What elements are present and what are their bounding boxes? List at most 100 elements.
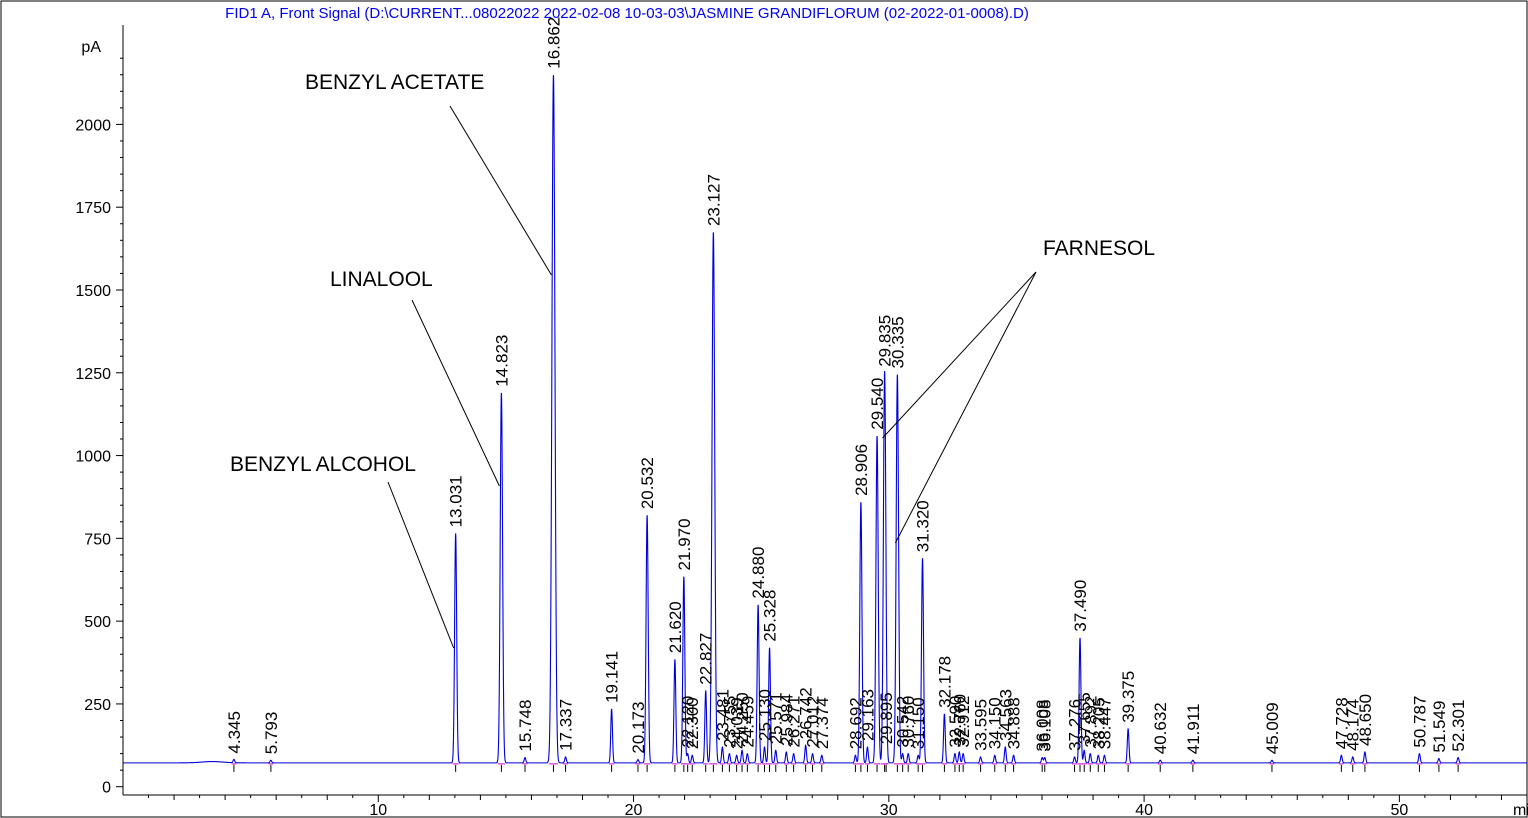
peak-label: 25.130 xyxy=(756,689,775,741)
peak-label: 51.549 xyxy=(1430,701,1449,753)
signal-trace xyxy=(123,75,1527,764)
y-tick-label: 1500 xyxy=(75,283,111,300)
annotation-leader xyxy=(411,299,500,487)
y-tick-label: 500 xyxy=(84,614,111,631)
peak-label: 25.571 xyxy=(767,692,786,744)
y-axis-label: pA xyxy=(81,39,101,56)
x-tick-label: 40 xyxy=(1135,802,1153,818)
peak-label: 28.906 xyxy=(852,444,871,496)
y-tick-label: 1250 xyxy=(75,366,111,383)
peak-label: 15.748 xyxy=(516,700,535,752)
chart-title: FID1 A, Front Signal (D:\CURRENT...08022… xyxy=(225,5,1029,22)
peak-label: 21.620 xyxy=(666,601,685,653)
y-tick-label: 2000 xyxy=(75,117,111,134)
peak-label: 22.120 xyxy=(679,696,698,748)
annotation-label: BENZYL ALCOHOL xyxy=(230,453,416,476)
peak-label: 24.039 xyxy=(728,697,747,749)
peak-label: 14.823 xyxy=(492,335,511,387)
peak-label: 29.163 xyxy=(858,689,877,741)
annotation-label: BENZYL ACETATE xyxy=(305,71,484,94)
peak-label: 48.174 xyxy=(1344,699,1363,751)
peak-label: 21.970 xyxy=(675,518,694,570)
annotation-label: FARNESOL xyxy=(1043,237,1155,260)
peak-label: 28.692 xyxy=(846,697,865,749)
peak-label: 48.650 xyxy=(1356,694,1375,746)
peak-label: 23.481 xyxy=(713,689,732,741)
annotation-layer: BENZYL ALCOHOL LINALOOL BENZYL ACETATE FARN… xyxy=(230,71,1155,649)
x-tick-label: 10 xyxy=(369,802,387,818)
x-tick-label: 30 xyxy=(880,802,898,818)
x-tick-label: 20 xyxy=(625,802,643,818)
peak-label: 25.984 xyxy=(777,694,796,746)
peak-label: 40.632 xyxy=(1151,702,1170,754)
peak-label: 27.374 xyxy=(813,697,832,749)
peak-label: 27.012 xyxy=(804,696,823,748)
peak-label: 37.892 xyxy=(1081,696,1100,748)
peak-label: 25.328 xyxy=(761,590,780,642)
peak-label: 17.337 xyxy=(557,699,576,751)
trace-layer xyxy=(123,75,1527,765)
peak-label: 39.375 xyxy=(1119,671,1138,723)
peak-label: 13.031 xyxy=(447,475,466,527)
annotation-label: LINALOOL xyxy=(330,268,433,291)
annotation-leader xyxy=(449,105,552,276)
peak-label: 41.911 xyxy=(1184,703,1203,754)
y-tick-label: 750 xyxy=(84,531,111,548)
peak-label: 32.178 xyxy=(935,656,954,708)
peak-label: 37.655 xyxy=(1075,692,1094,744)
y-tick-label: 0 xyxy=(102,780,111,797)
peak-label: 22.827 xyxy=(697,633,716,685)
peak-label: 31.320 xyxy=(914,500,933,552)
peak-label: 22.300 xyxy=(683,697,702,749)
peak-label: 31.150 xyxy=(909,697,928,749)
peak-label: 37.276 xyxy=(1066,699,1085,751)
peak-label: 4.345 xyxy=(225,711,244,754)
peak-label: 26.271 xyxy=(785,696,804,748)
peak-label: 30.542 xyxy=(894,696,913,748)
peak-label: 26.742 xyxy=(797,687,816,739)
peak-label: 36.008 xyxy=(1033,700,1052,752)
peak-label: 24.880 xyxy=(749,547,768,599)
peak-label: 20.532 xyxy=(638,457,657,509)
peak-label: 45.009 xyxy=(1263,702,1282,754)
peak-label: 36.108 xyxy=(1036,700,1055,752)
peak-label: 34.888 xyxy=(1005,697,1024,749)
peak-label: 34.150 xyxy=(986,697,1005,749)
x-tick-label: 50 xyxy=(1390,802,1408,818)
peak-label: 16.862 xyxy=(544,17,563,69)
x-axis-label: min xyxy=(1513,802,1528,818)
peak-label: 32.590 xyxy=(946,696,965,748)
peak-label: 19.141 xyxy=(603,651,622,703)
peak-label: 30.760 xyxy=(899,696,918,748)
y-tick-label: 1000 xyxy=(75,449,111,466)
peak-label-layer: 4.345 5.793 13.031 14.823 15.748 16.862 17.337… xyxy=(225,17,1468,772)
annotation-leader xyxy=(387,481,455,649)
peak-label: 52.301 xyxy=(1449,700,1468,752)
peak-label: 50.787 xyxy=(1410,696,1429,748)
peak-label: 38.205 xyxy=(1089,697,1108,749)
peak-label: 32.760 xyxy=(950,694,969,746)
peak-label: 23.755 xyxy=(720,696,739,748)
peak-label: 47.728 xyxy=(1332,697,1351,749)
peak-label: 38.447 xyxy=(1095,697,1114,749)
annotation-leader xyxy=(894,271,1037,544)
annotation-leader xyxy=(882,271,1037,439)
peak-label: 24.250 xyxy=(733,692,752,744)
peak-label: 5.793 xyxy=(262,712,281,755)
peak-label: 29.835 xyxy=(876,315,895,367)
y-tick-label: 1750 xyxy=(75,200,111,217)
peak-label: 32.912 xyxy=(954,696,973,748)
peak-label: 24.459 xyxy=(738,696,757,748)
peak-label: 30.335 xyxy=(888,316,907,368)
peak-label: 29.540 xyxy=(868,378,887,430)
peak-label: 20.173 xyxy=(629,702,648,754)
y-tick-label: 250 xyxy=(84,697,111,714)
peak-label: 37.490 xyxy=(1071,580,1090,632)
peak-label: 33.595 xyxy=(972,699,991,751)
peak-label: 29.895 xyxy=(877,692,896,744)
peak-label: 34.563 xyxy=(996,689,1015,741)
peak-label: 23.127 xyxy=(704,174,723,226)
